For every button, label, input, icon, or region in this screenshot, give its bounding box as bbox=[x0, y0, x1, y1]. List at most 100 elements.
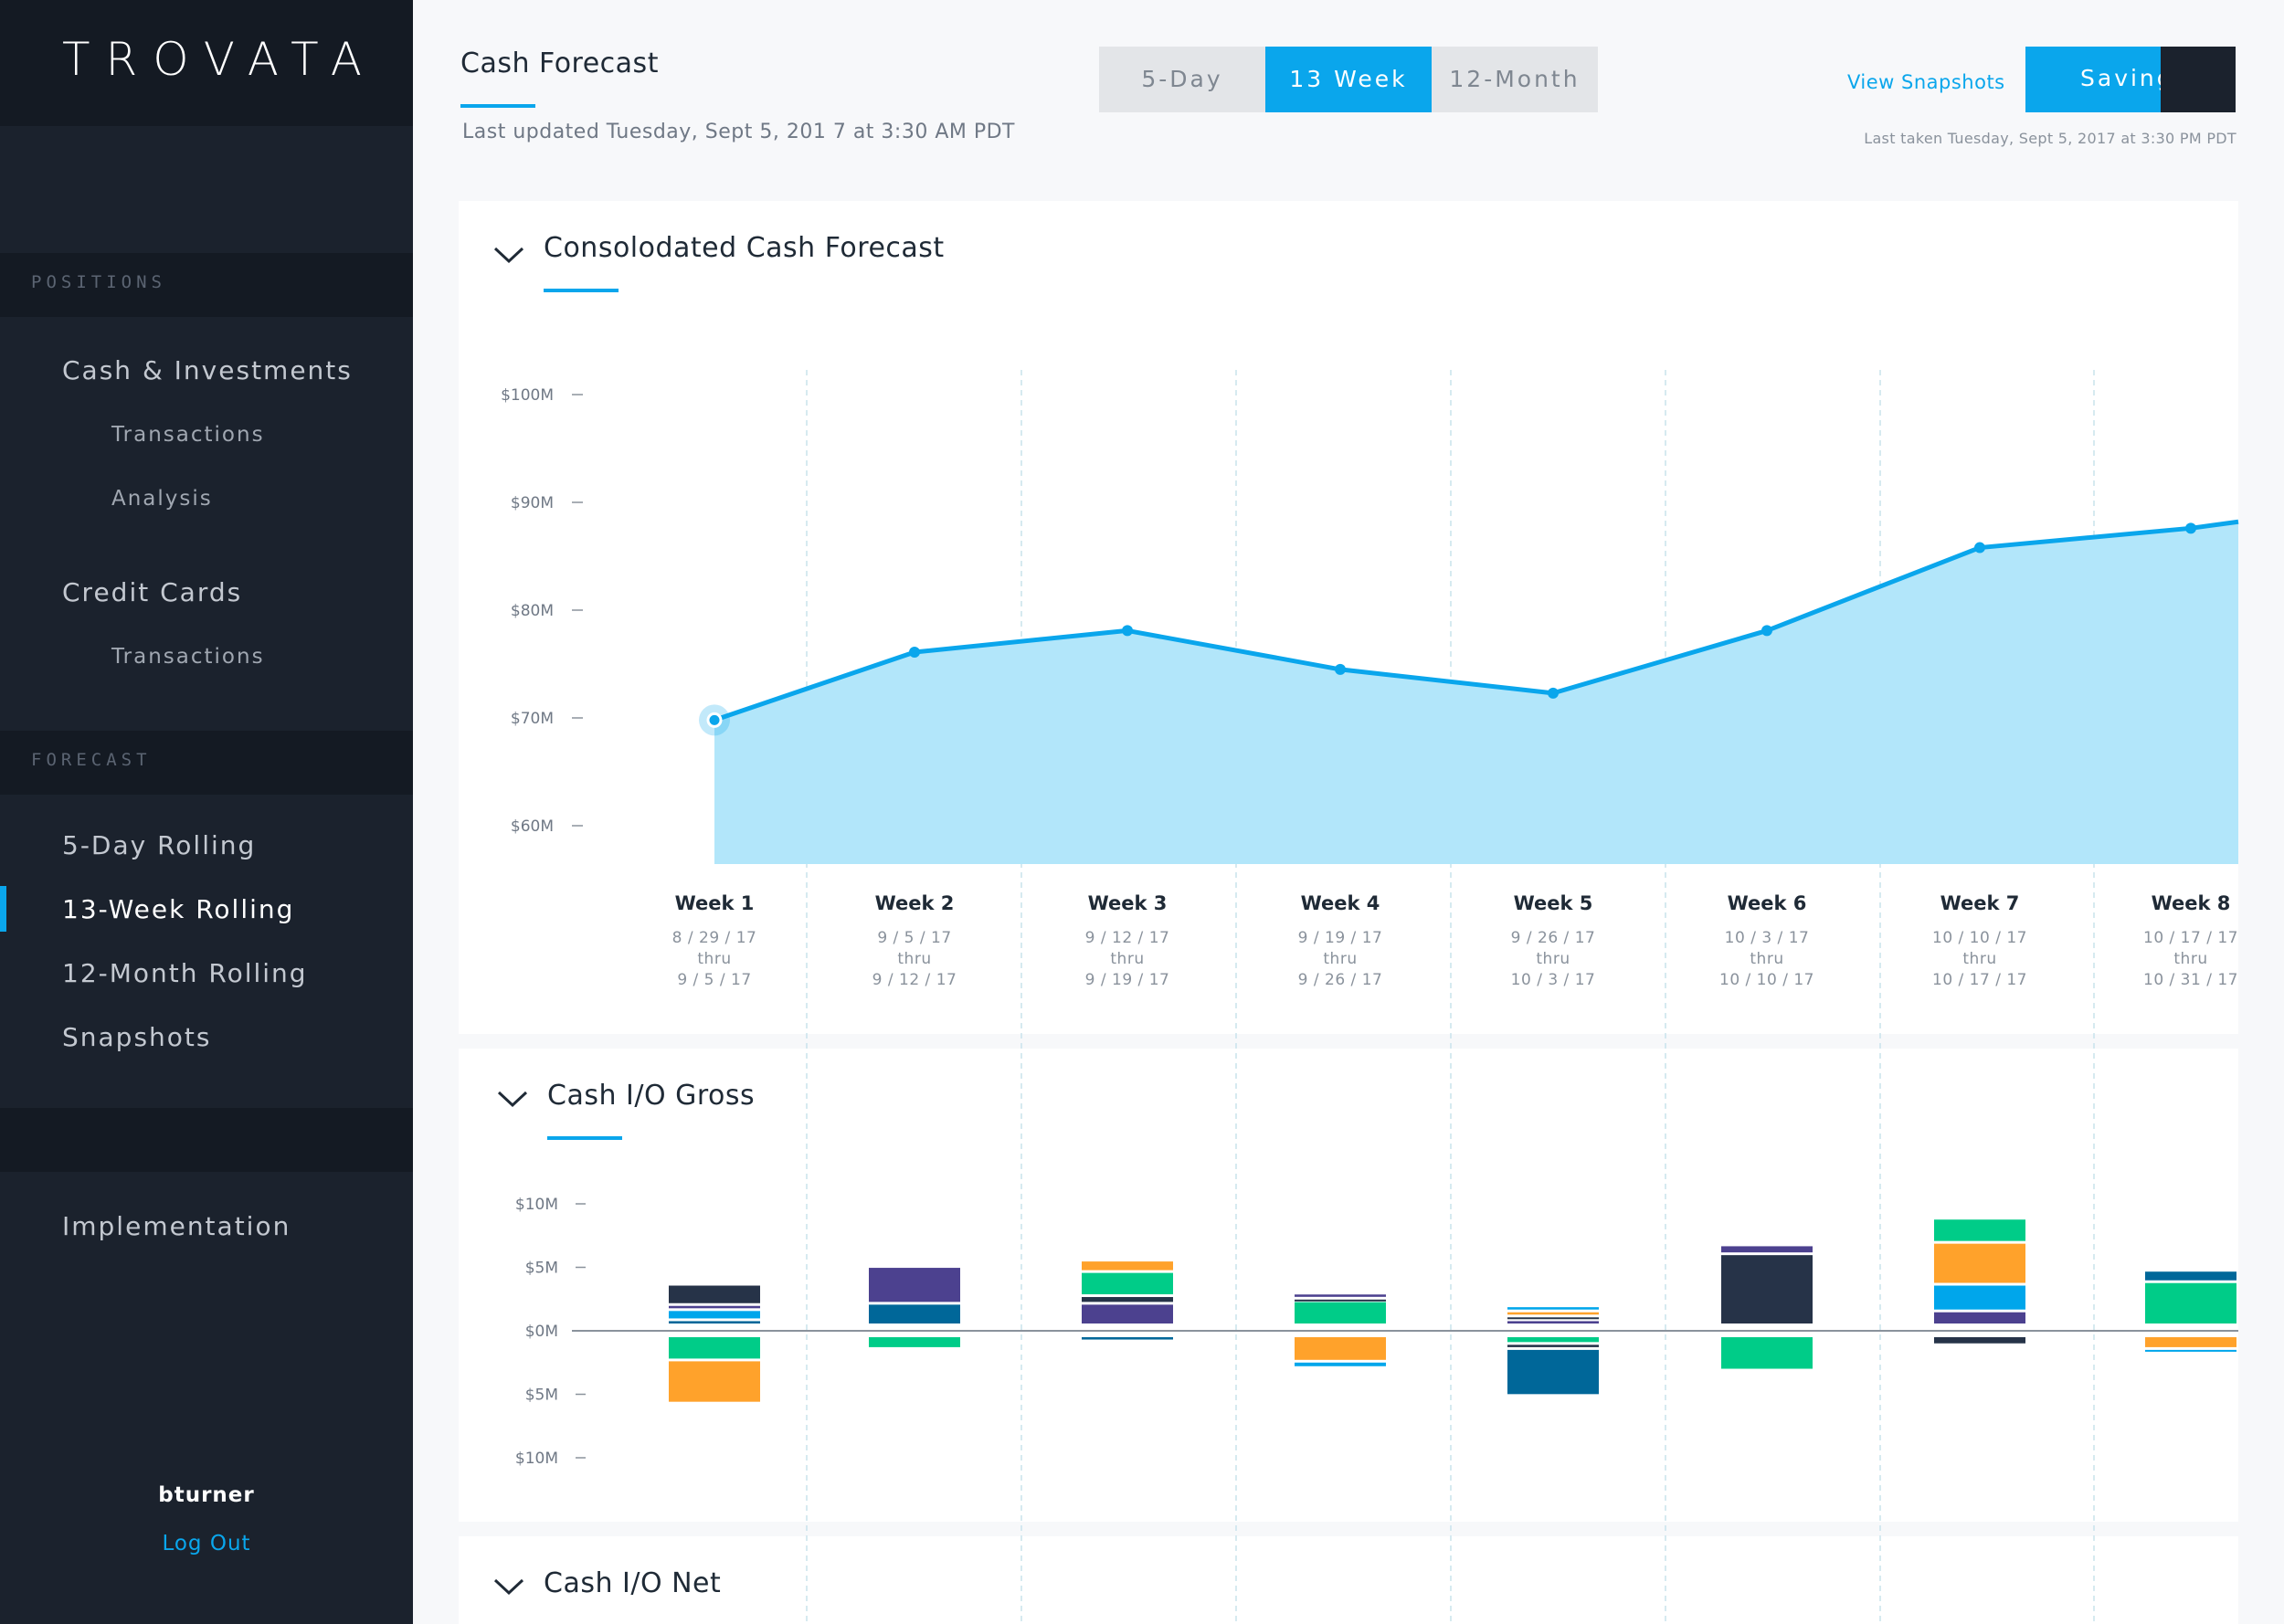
forecast-y-tick-label: $70M bbox=[511, 710, 554, 728]
inflow-segment bbox=[1507, 1312, 1599, 1315]
nav-cash-analysis[interactable]: Analysis bbox=[111, 487, 213, 511]
week-thru: thru bbox=[1110, 950, 1144, 968]
nav-snapshots[interactable]: Snapshots bbox=[62, 1022, 212, 1052]
implementation-band bbox=[0, 1108, 413, 1172]
gross-panel-title: Cash I/O Gross bbox=[547, 1080, 756, 1112]
inflow-segment bbox=[669, 1305, 760, 1309]
inflow-segment bbox=[1507, 1321, 1599, 1323]
nav-credit-transactions[interactable]: Transactions bbox=[111, 645, 265, 669]
gross-y-tick-label: $10M bbox=[515, 1196, 558, 1214]
week-start-date: 10 / 3 / 17 bbox=[1725, 929, 1810, 947]
forecast-header-band bbox=[0, 731, 413, 795]
view-snapshots-link[interactable]: View Snapshots bbox=[1847, 71, 2005, 93]
outflow-segment bbox=[1082, 1337, 1173, 1340]
nav-13-week-rolling[interactable]: 13-Week Rolling bbox=[62, 894, 295, 924]
brand-logo[interactable]: TROVATA bbox=[0, 0, 413, 126]
inflow-segment bbox=[669, 1285, 760, 1303]
inflow-segment bbox=[1295, 1302, 1386, 1323]
gross-y-tick-label: $5M bbox=[525, 1260, 558, 1278]
forecast-y-tick-label: $100M bbox=[501, 386, 554, 405]
week-end-date: 9 / 5 / 17 bbox=[677, 971, 751, 989]
collapse-net-chevron-icon[interactable] bbox=[492, 1577, 525, 1597]
week-thru: thru bbox=[1962, 950, 1996, 968]
week-label: Week 1 bbox=[675, 892, 755, 914]
week-end-date: 10 / 3 / 17 bbox=[1511, 971, 1596, 989]
period-13-week-button[interactable]: 13 Week bbox=[1265, 47, 1432, 112]
inflow-segment bbox=[1082, 1272, 1173, 1295]
nav-cash-investments[interactable]: Cash & Investments bbox=[62, 355, 353, 385]
week-label: Week 8 bbox=[2152, 892, 2231, 914]
outflow-segment bbox=[1507, 1349, 1599, 1395]
period-5-day-button[interactable]: 5-Day bbox=[1099, 47, 1265, 112]
inflow-segment bbox=[869, 1268, 960, 1302]
outflow-segment bbox=[1295, 1362, 1386, 1366]
outflow-segment bbox=[1507, 1337, 1599, 1343]
week-end-date: 9 / 12 / 17 bbox=[872, 971, 957, 989]
forecast-panel-title: Consolodated Cash Forecast bbox=[544, 232, 945, 264]
nav-5-day-rolling[interactable]: 5-Day Rolling bbox=[62, 830, 257, 860]
inflow-segment bbox=[1082, 1304, 1173, 1323]
forecast-point-4 bbox=[1335, 663, 1346, 675]
forecast-title-underline bbox=[544, 289, 619, 292]
save-progress-remaining bbox=[2161, 47, 2236, 112]
outflow-segment bbox=[2145, 1337, 2236, 1347]
week-end-date: 10 / 31 / 17 bbox=[2143, 971, 2238, 989]
nav-implementation[interactable]: Implementation bbox=[62, 1211, 291, 1241]
week-label: Week 6 bbox=[1728, 892, 1807, 914]
inflow-segment bbox=[869, 1304, 960, 1323]
cash-io-gross-panel: Cash I/O Gross bbox=[459, 1049, 2238, 1522]
week-start-date: 10 / 10 / 17 bbox=[1932, 929, 2027, 947]
inflow-segment bbox=[1934, 1219, 2025, 1241]
week-end-date: 10 / 17 / 17 bbox=[1932, 971, 2027, 989]
collapse-gross-chevron-icon[interactable] bbox=[496, 1089, 529, 1109]
logout-link[interactable]: Log Out bbox=[162, 1532, 251, 1555]
forecast-point-2 bbox=[909, 647, 920, 659]
inflow-segment bbox=[1295, 1299, 1386, 1302]
inflow-segment bbox=[669, 1311, 760, 1319]
nav-cash-transactions[interactable]: Transactions bbox=[111, 423, 265, 447]
gross-y-tick-label: $5M bbox=[525, 1387, 558, 1405]
gross-title-underline bbox=[547, 1136, 622, 1140]
week-start-date: 10 / 17 / 17 bbox=[2143, 929, 2238, 947]
inflow-segment bbox=[1721, 1246, 1813, 1253]
week-end-date: 9 / 26 / 17 bbox=[1298, 971, 1383, 989]
week-thru: thru bbox=[697, 950, 731, 968]
outflow-segment bbox=[1507, 1345, 1599, 1347]
inflow-segment bbox=[1295, 1294, 1386, 1297]
last-taken-text: Last taken Tuesday, Sept 5, 2017 at 3:30… bbox=[1864, 130, 2236, 147]
inflow-segment bbox=[1934, 1285, 2025, 1310]
week-label: Week 3 bbox=[1088, 892, 1168, 914]
week-label: Week 7 bbox=[1940, 892, 2020, 914]
week-thru: thru bbox=[1323, 950, 1357, 968]
week-thru: thru bbox=[1750, 950, 1783, 968]
outflow-segment bbox=[669, 1361, 760, 1402]
week-label: Week 4 bbox=[1301, 892, 1380, 914]
inflow-segment bbox=[669, 1321, 760, 1323]
nav-credit-cards[interactable]: Credit Cards bbox=[62, 577, 243, 607]
net-panel-title: Cash I/O Net bbox=[544, 1567, 722, 1599]
positions-header-band bbox=[0, 253, 413, 317]
week-label: Week 2 bbox=[875, 892, 955, 914]
forecast-point-6 bbox=[1761, 625, 1772, 637]
inflow-segment bbox=[1721, 1255, 1813, 1323]
inflow-segment bbox=[1934, 1243, 2025, 1283]
positions-header: POSITIONS bbox=[31, 272, 166, 292]
gross-y-tick-label: $10M bbox=[515, 1450, 558, 1468]
inflow-segment bbox=[1507, 1317, 1599, 1320]
week-start-date: 9 / 12 / 17 bbox=[1085, 929, 1170, 947]
inflow-segment bbox=[1507, 1307, 1599, 1310]
inflow-segment bbox=[1082, 1297, 1173, 1302]
page-title: Cash Forecast bbox=[460, 47, 659, 79]
save-snapshot-button[interactable]: Saving... bbox=[2025, 47, 2236, 112]
outflow-segment bbox=[2145, 1349, 2236, 1352]
week-start-date: 9 / 5 / 17 bbox=[877, 929, 951, 947]
nav-12-month-rolling[interactable]: 12-Month Rolling bbox=[62, 958, 308, 988]
cash-io-net-panel: Cash I/O Net bbox=[459, 1536, 2238, 1624]
collapse-forecast-chevron-icon[interactable] bbox=[492, 245, 525, 265]
active-nav-indicator bbox=[0, 886, 6, 932]
sidebar: TROVATA POSITIONS Cash & Investments Tra… bbox=[0, 0, 413, 1624]
inflow-segment bbox=[2145, 1271, 2236, 1281]
forecast-point-3 bbox=[1122, 625, 1133, 637]
period-12-month-button[interactable]: 12-Month bbox=[1432, 47, 1598, 112]
